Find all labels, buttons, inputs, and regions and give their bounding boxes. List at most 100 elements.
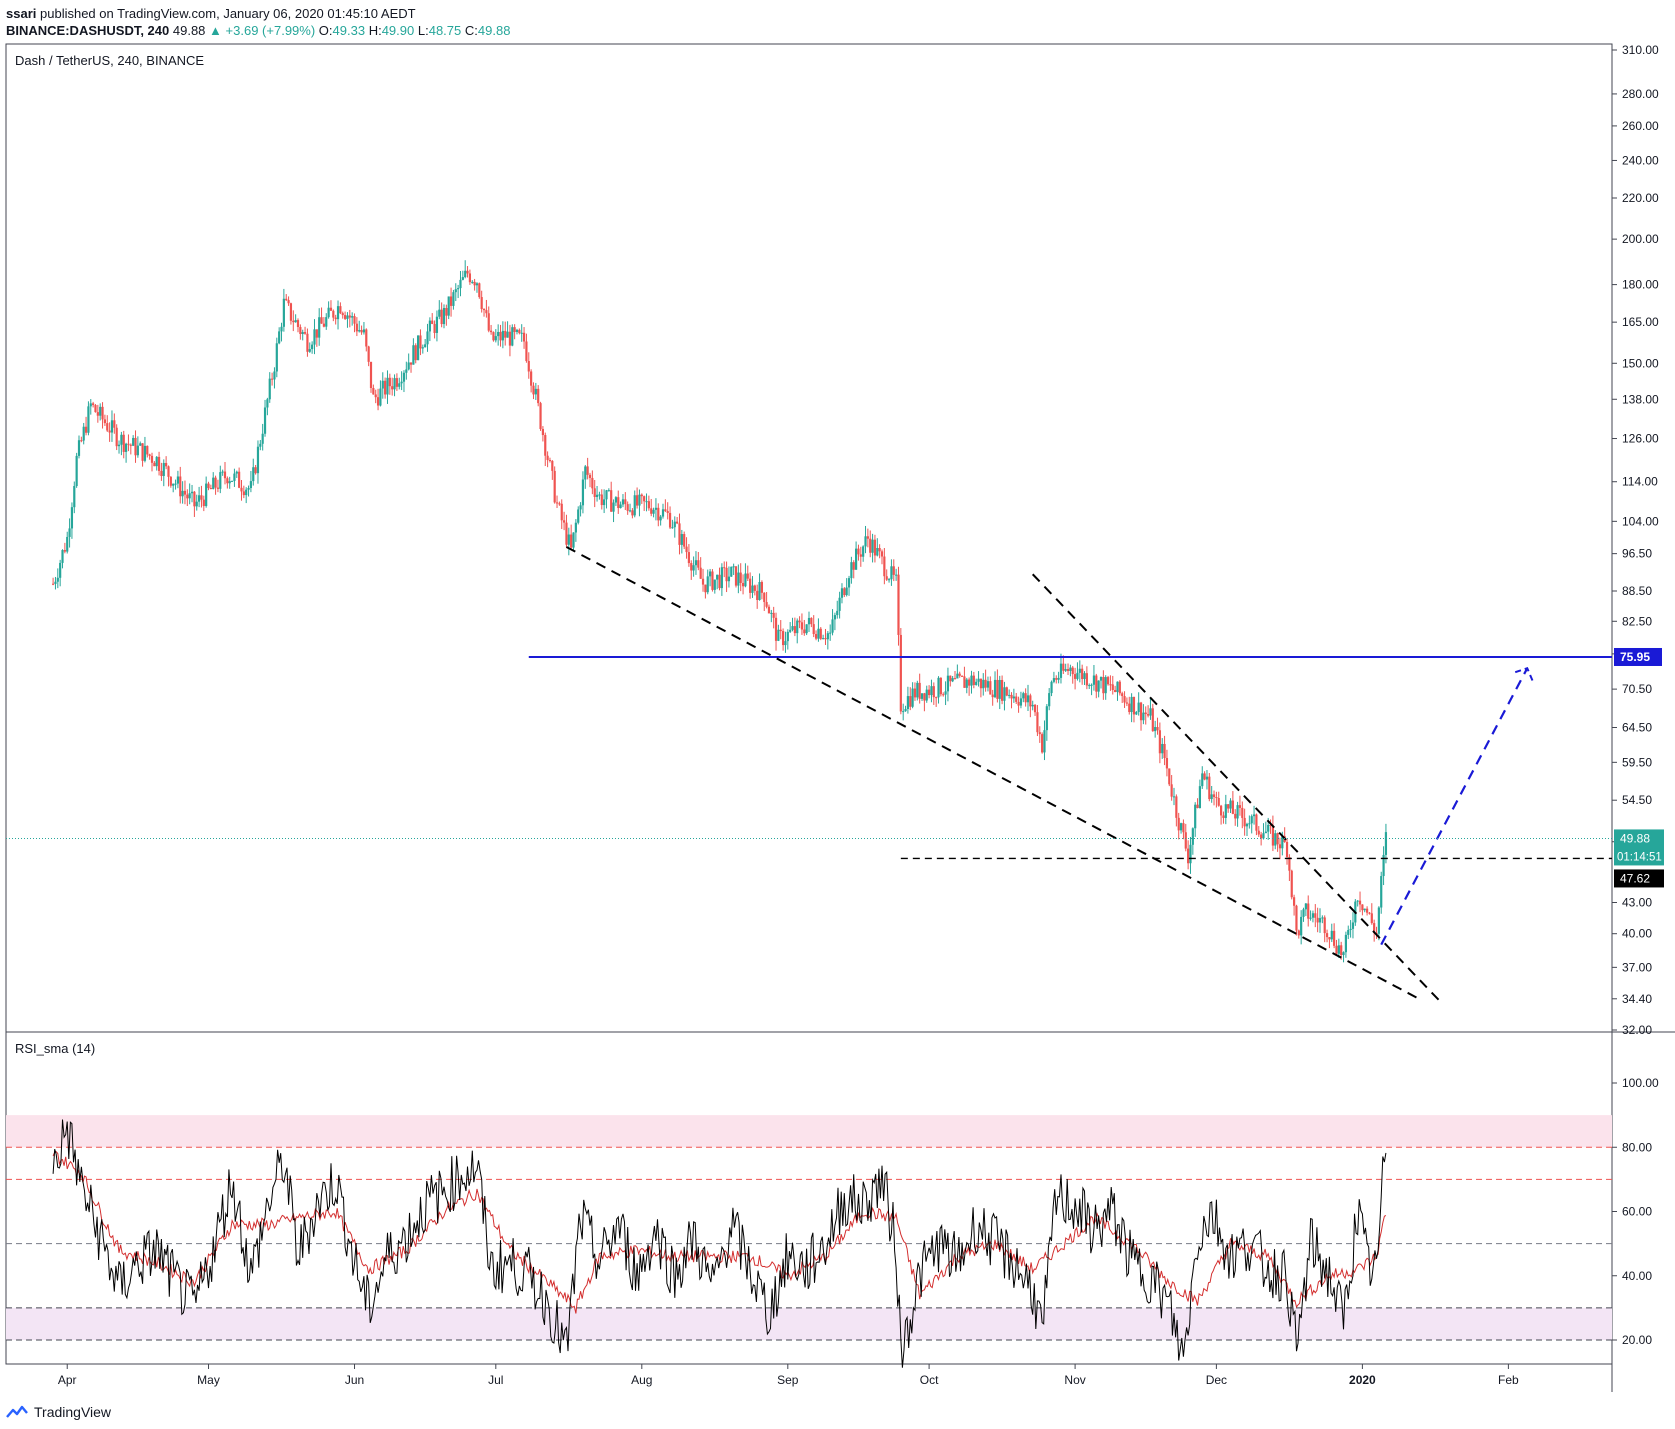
candle-body	[902, 711, 905, 713]
rsi-pane-title: RSI_sma (14)	[15, 1041, 95, 1056]
candle-body	[1297, 930, 1300, 936]
candle-body	[379, 388, 382, 406]
candle-body	[574, 522, 577, 533]
rsi-axis-label: 40.00	[1622, 1269, 1652, 1283]
tradingview-brand[interactable]: TradingView	[34, 1404, 112, 1420]
candle-body	[871, 539, 874, 553]
price-axis-label: 126.00	[1622, 432, 1659, 446]
candle-body	[753, 585, 756, 591]
candle-body	[534, 388, 537, 395]
candle-body	[1238, 805, 1242, 808]
price-axis-label: 59.50	[1622, 755, 1652, 769]
candle-body	[431, 320, 434, 324]
candle-body	[308, 349, 311, 352]
candle-body	[864, 536, 867, 547]
candle-body	[506, 331, 509, 338]
candle-body	[249, 481, 253, 489]
candle-body	[63, 550, 66, 552]
candle-body	[226, 478, 229, 484]
candle-body	[878, 547, 881, 552]
candle-body	[285, 298, 288, 301]
candle-body	[240, 487, 243, 492]
candle-body	[1248, 823, 1251, 825]
candle-body	[480, 297, 483, 310]
candle-body	[1361, 904, 1364, 911]
candle-body	[730, 566, 733, 577]
candle-body	[82, 426, 85, 441]
candle-body	[473, 281, 476, 286]
candle-body	[647, 501, 650, 509]
candle-body	[885, 576, 888, 580]
price-axis-label: 150.00	[1622, 356, 1659, 370]
candle-body	[1175, 796, 1178, 818]
candle-body	[605, 490, 608, 500]
candle-body	[883, 556, 886, 577]
candle-body	[953, 678, 957, 680]
candle-body	[1328, 937, 1331, 940]
level-price-tag	[1614, 647, 1662, 666]
candle-body	[186, 494, 189, 499]
candle-body	[968, 679, 971, 686]
candle-body	[737, 572, 740, 586]
candle-body	[169, 476, 172, 486]
candle-body	[59, 562, 62, 578]
candle-body	[1184, 832, 1187, 849]
price-axis-label: 32.00	[1622, 1023, 1652, 1037]
candle-body	[508, 331, 512, 346]
candle-body	[565, 522, 568, 545]
candle-body	[595, 494, 599, 497]
level-price-label: 75.95	[1620, 650, 1650, 664]
candle-body	[812, 624, 815, 635]
price-axis-label: 180.00	[1622, 278, 1659, 292]
candle-body	[711, 571, 714, 590]
candle-body	[1267, 824, 1270, 832]
candle-body	[303, 332, 307, 334]
price-axis-label: 104.00	[1622, 514, 1659, 528]
candle-body	[223, 471, 227, 479]
candle-body	[1252, 814, 1256, 817]
candle-body	[400, 381, 403, 384]
candle-body	[501, 330, 504, 341]
candle-body	[471, 281, 474, 283]
candle-body	[720, 567, 723, 589]
candle-body	[259, 443, 262, 447]
candle-body	[435, 316, 439, 333]
candle-body	[1241, 807, 1244, 818]
candle-body	[482, 309, 486, 311]
candle-body	[694, 560, 698, 566]
candle-body	[165, 462, 168, 467]
candle-body	[155, 456, 158, 467]
candle-body	[261, 433, 264, 444]
time-axis-label: Feb	[1498, 1373, 1519, 1387]
candle-body	[598, 494, 601, 496]
candle-body	[176, 476, 180, 484]
candle-body	[1382, 854, 1385, 877]
candle-body	[920, 693, 924, 699]
candle-body	[621, 499, 625, 505]
candle-body	[386, 377, 389, 395]
candle-body	[1043, 730, 1046, 753]
candle-body	[840, 588, 844, 598]
chart-canvas[interactable]: 310.00 280.00 260.00 240.00 220.00 200.00 180.…	[0, 0, 1675, 1400]
candle-body	[676, 521, 679, 524]
author-name[interactable]: ssari	[6, 6, 37, 21]
candle-body	[341, 313, 344, 316]
candle-body	[1304, 903, 1307, 910]
candle-body	[814, 634, 818, 639]
candle-body	[661, 509, 665, 517]
candle-body	[692, 565, 695, 571]
candle-body	[546, 455, 549, 461]
time-axis-label: 2020	[1349, 1373, 1376, 1387]
candle-body	[781, 631, 785, 646]
candle-body	[897, 574, 900, 635]
time-axis-label: Nov	[1064, 1373, 1085, 1387]
published-text: published on TradingView.com, January 06…	[40, 6, 416, 21]
candle-body	[1114, 689, 1117, 693]
candle-body	[1146, 714, 1150, 716]
candle-body	[1384, 832, 1388, 855]
candle-body	[87, 406, 90, 433]
candle-body	[1045, 706, 1048, 731]
candle-body	[847, 578, 851, 588]
candle-body	[1309, 917, 1312, 919]
candle-body	[1036, 712, 1039, 733]
